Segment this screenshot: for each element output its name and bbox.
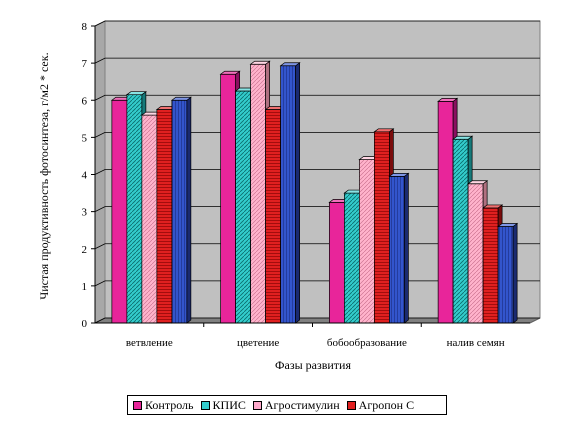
gridline (94, 20, 540, 27)
bar-front (374, 131, 390, 324)
legend-label: КПИС (212, 397, 246, 412)
bar-front (141, 114, 158, 324)
bar-top (125, 91, 147, 96)
bar-top (437, 98, 459, 102)
y-tick-label: 5 (82, 132, 88, 144)
bar-side (512, 222, 518, 324)
bar-front (344, 192, 360, 324)
bar-top (279, 62, 301, 67)
x-tick-label: цветение (237, 337, 279, 349)
legend-item: КПИС (200, 397, 246, 413)
y-tick-label: 8 (82, 21, 88, 33)
bar-front (482, 207, 499, 324)
y-tick-label: 2 (82, 244, 88, 256)
bar (388, 172, 410, 324)
bar-front (329, 201, 345, 324)
bar (279, 62, 301, 324)
bar-front (235, 90, 251, 324)
bar-front (156, 109, 173, 324)
y-tick-label: 1 (82, 281, 88, 293)
y-tick-label: 0 (82, 318, 88, 330)
bar-front (389, 176, 405, 324)
bar-front (250, 63, 266, 324)
legend-swatch (346, 400, 356, 410)
gridline (94, 169, 540, 175)
gridline (94, 131, 540, 138)
gridline (94, 94, 540, 101)
y-tick-label: 6 (82, 95, 88, 107)
bar-top (467, 180, 489, 185)
bar-front (359, 159, 375, 324)
legend-swatch (133, 400, 142, 410)
bar-top (452, 135, 474, 140)
legend: Контроль КПИС Агростимулин Агропон С (127, 395, 447, 415)
bar-front (126, 94, 143, 324)
bar-top (497, 223, 519, 227)
bar-side (186, 96, 192, 324)
bar-front (452, 138, 469, 324)
bar-front (497, 226, 514, 324)
x-axis-title: Фазы развития (275, 358, 351, 372)
x-tick-label: бобообразование (327, 337, 407, 349)
bar-front (265, 109, 281, 324)
legend-item: Контроль (133, 398, 194, 413)
legend-label: Агропон С (358, 397, 415, 412)
y-axis-title: Чистая продуктивность фотосинтеза, г/м2 … (37, 52, 51, 299)
bar-top (388, 173, 410, 177)
bar-front (467, 183, 484, 324)
bar-top (249, 60, 271, 65)
bar-front (220, 73, 236, 324)
legend-item: Агропон С (346, 397, 415, 413)
legend-swatch (200, 400, 210, 410)
y-tick-label: 3 (82, 207, 88, 219)
bar (497, 222, 519, 324)
gridline (94, 57, 540, 64)
bar-front (437, 101, 454, 324)
bar-front (111, 99, 128, 324)
bar-side (404, 172, 409, 324)
legend-label: Агростимулин (264, 397, 340, 412)
y-tick-labels: 0 1 2 3 4 5 6 7 8 (82, 21, 88, 330)
x-tick-label: ветвление (126, 337, 173, 349)
bar-front (171, 99, 188, 324)
bar-side (295, 62, 300, 324)
y-tick-label: 7 (82, 58, 88, 70)
bars (110, 60, 519, 324)
bar-top (219, 70, 241, 75)
legend-label: Контроль (145, 397, 194, 412)
legend-item: Агростимулин (252, 397, 340, 413)
y-tick-label: 4 (82, 170, 88, 182)
bar-top (170, 96, 192, 101)
x-tick-label: налив семян (447, 337, 505, 349)
x-tick-labels: ветвление цветение бобообразование налив се… (126, 323, 505, 349)
bar (170, 96, 192, 324)
legend-swatch (252, 400, 262, 410)
bar-top (482, 204, 504, 209)
bar-front (280, 65, 296, 324)
bar-top (373, 128, 395, 133)
